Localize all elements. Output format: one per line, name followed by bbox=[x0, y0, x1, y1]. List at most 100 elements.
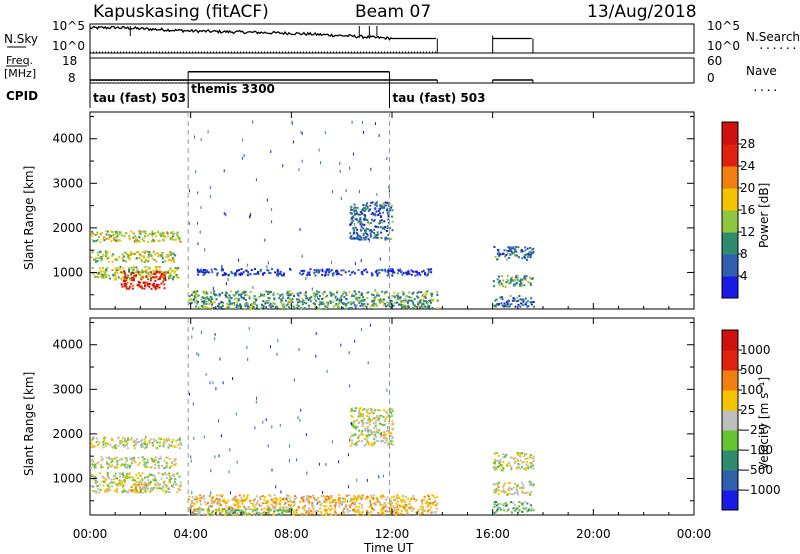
range-cell bbox=[210, 505, 213, 508]
range-cell bbox=[308, 274, 311, 277]
range-cell bbox=[138, 285, 141, 288]
range-cell bbox=[365, 443, 368, 446]
range-cell bbox=[111, 481, 114, 484]
colorbar-swatch bbox=[722, 276, 738, 299]
range-cell bbox=[96, 238, 99, 241]
range-cell bbox=[325, 463, 327, 466]
range-cell bbox=[157, 255, 160, 258]
range-cell bbox=[259, 270, 262, 273]
range-cell bbox=[209, 195, 211, 198]
range-cell bbox=[123, 439, 126, 442]
range-cell bbox=[93, 275, 96, 278]
range-cell bbox=[143, 485, 146, 487]
range-cell bbox=[174, 458, 177, 461]
range-cell bbox=[142, 240, 145, 242]
range-cell bbox=[375, 304, 378, 307]
range-cell bbox=[168, 253, 171, 256]
range-cell bbox=[272, 293, 275, 296]
range-cell bbox=[379, 219, 381, 222]
range-cell bbox=[252, 499, 255, 502]
range-cell bbox=[165, 485, 168, 488]
range-cell bbox=[385, 230, 388, 232]
range-cell bbox=[206, 290, 208, 294]
x-axis-label: Time UT bbox=[363, 541, 414, 554]
range-cell bbox=[126, 477, 129, 480]
range-cell bbox=[195, 170, 197, 174]
range-cell bbox=[221, 269, 224, 272]
range-cell bbox=[155, 456, 158, 459]
range-cell bbox=[216, 272, 219, 275]
range-cell bbox=[501, 283, 504, 286]
range-cell bbox=[234, 498, 237, 501]
range-cell bbox=[113, 277, 116, 280]
colorbar-tick-label: 24 bbox=[740, 159, 755, 173]
range-cell bbox=[350, 212, 353, 215]
range-cell bbox=[233, 503, 236, 506]
range-cell bbox=[123, 275, 126, 278]
range-cell bbox=[323, 290, 326, 293]
range-cell bbox=[354, 237, 357, 240]
range-cell bbox=[129, 279, 132, 282]
range-cell bbox=[101, 458, 104, 461]
range-cell bbox=[344, 500, 347, 503]
range-cell bbox=[297, 506, 300, 508]
range-cell bbox=[111, 464, 114, 467]
range-cell bbox=[501, 298, 504, 301]
range-cell bbox=[350, 422, 352, 425]
range-cell bbox=[116, 487, 119, 490]
range-cell bbox=[170, 444, 173, 447]
range-cell bbox=[353, 443, 356, 446]
x-tick-label: 20:00 bbox=[576, 527, 611, 541]
range-cell bbox=[510, 247, 513, 250]
range-cell bbox=[226, 306, 229, 309]
range-cell bbox=[372, 417, 375, 420]
range-cell bbox=[222, 304, 225, 307]
range-cell bbox=[311, 287, 313, 291]
range-cell bbox=[217, 514, 220, 517]
range-cell bbox=[208, 509, 210, 512]
range-cell bbox=[110, 230, 113, 233]
range-cell bbox=[276, 268, 279, 271]
range-cell bbox=[156, 286, 159, 289]
range-cell bbox=[391, 420, 394, 423]
range-cell bbox=[360, 414, 363, 417]
range-cell bbox=[105, 250, 108, 253]
range-cell bbox=[331, 274, 334, 277]
range-cell bbox=[101, 273, 104, 276]
range-cell bbox=[228, 506, 231, 509]
range-cell bbox=[90, 459, 93, 462]
range-cell bbox=[332, 440, 333, 444]
range-cell bbox=[353, 295, 356, 298]
range-cell bbox=[161, 233, 164, 236]
range-cell bbox=[174, 463, 177, 466]
range-cell bbox=[379, 302, 382, 305]
range-cell bbox=[354, 213, 357, 215]
velocity-y-tick-label: 1000 bbox=[52, 471, 83, 485]
range-cell bbox=[124, 466, 127, 469]
range-cell bbox=[379, 504, 382, 506]
range-cell bbox=[108, 274, 110, 277]
range-cell bbox=[288, 497, 291, 500]
range-cell bbox=[386, 157, 388, 161]
range-cell bbox=[197, 242, 199, 246]
range-cell bbox=[108, 489, 111, 492]
range-cell bbox=[363, 444, 366, 447]
range-cell bbox=[493, 304, 496, 307]
range-cell bbox=[144, 489, 146, 491]
range-cell bbox=[387, 268, 390, 271]
range-cell bbox=[267, 444, 269, 448]
range-cell bbox=[208, 299, 211, 302]
range-cell bbox=[254, 301, 257, 304]
range-cell bbox=[363, 417, 366, 420]
range-cell bbox=[317, 271, 320, 274]
range-cell bbox=[252, 286, 254, 289]
range-cell bbox=[493, 503, 496, 506]
range-cell bbox=[300, 408, 302, 412]
range-cell bbox=[503, 305, 506, 308]
range-cell bbox=[400, 270, 403, 273]
range-cell bbox=[120, 440, 123, 443]
range-cell bbox=[367, 408, 370, 411]
range-cell bbox=[107, 256, 110, 259]
range-cell bbox=[271, 208, 273, 212]
range-cell bbox=[336, 291, 338, 294]
